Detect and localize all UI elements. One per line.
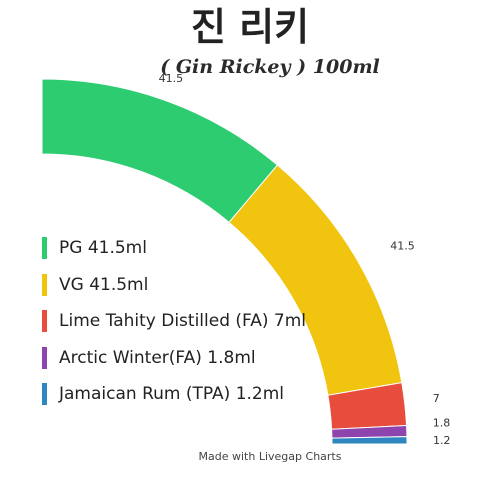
legend-label: PG 41.5ml [59, 238, 147, 258]
value-label-jamaican-rum-tpa: 1.2 [433, 434, 451, 447]
value-label-pg: 41.5 [159, 72, 184, 85]
chart-subtitle: ( Gin Rickey ) 100ml [160, 56, 380, 78]
value-label-lime-tahity-distilled-fa: 7 [433, 392, 440, 405]
legend-swatch [42, 383, 47, 405]
legend-swatch [42, 346, 47, 369]
legend-label: Lime Tahity Distilled (FA) 7ml [59, 311, 307, 331]
footer-credit: Made with Livegap Charts [198, 450, 342, 463]
legend-item-lime-tahity-distilled-fa[interactable]: Lime Tahity Distilled (FA) 7ml [42, 309, 306, 333]
legend-label: Jamaican Rum (TPA) 1.2ml [59, 384, 285, 404]
slice-pg[interactable] [41, 78, 279, 224]
legend-swatch [42, 310, 47, 332]
slice-jamaican-rum-tpa[interactable] [331, 436, 408, 445]
value-label-arctic-winter-fa: 1.8 [433, 416, 451, 429]
legend-label: Arctic Winter(FA) 1.8ml [59, 347, 256, 368]
value-label-vg: 41.5 [390, 239, 415, 252]
legend-item-vg[interactable]: VG 41.5ml [42, 273, 306, 297]
chart-title: 진 리키 [190, 5, 310, 49]
legend-label: VG 41.5ml [59, 274, 149, 295]
chart-legend: PG 41.5ml VG 41.5ml Lime Tahity Distilled … [42, 236, 306, 419]
legend-item-jamaican-rum-tpa[interactable]: Jamaican Rum (TPA) 1.2ml [42, 382, 306, 406]
legend-item-pg[interactable]: PG 41.5ml [42, 236, 306, 260]
legend-swatch [42, 237, 47, 259]
legend-swatch [42, 273, 47, 296]
legend-item-arctic-winter-fa[interactable]: Arctic Winter(FA) 1.8ml [42, 346, 306, 370]
